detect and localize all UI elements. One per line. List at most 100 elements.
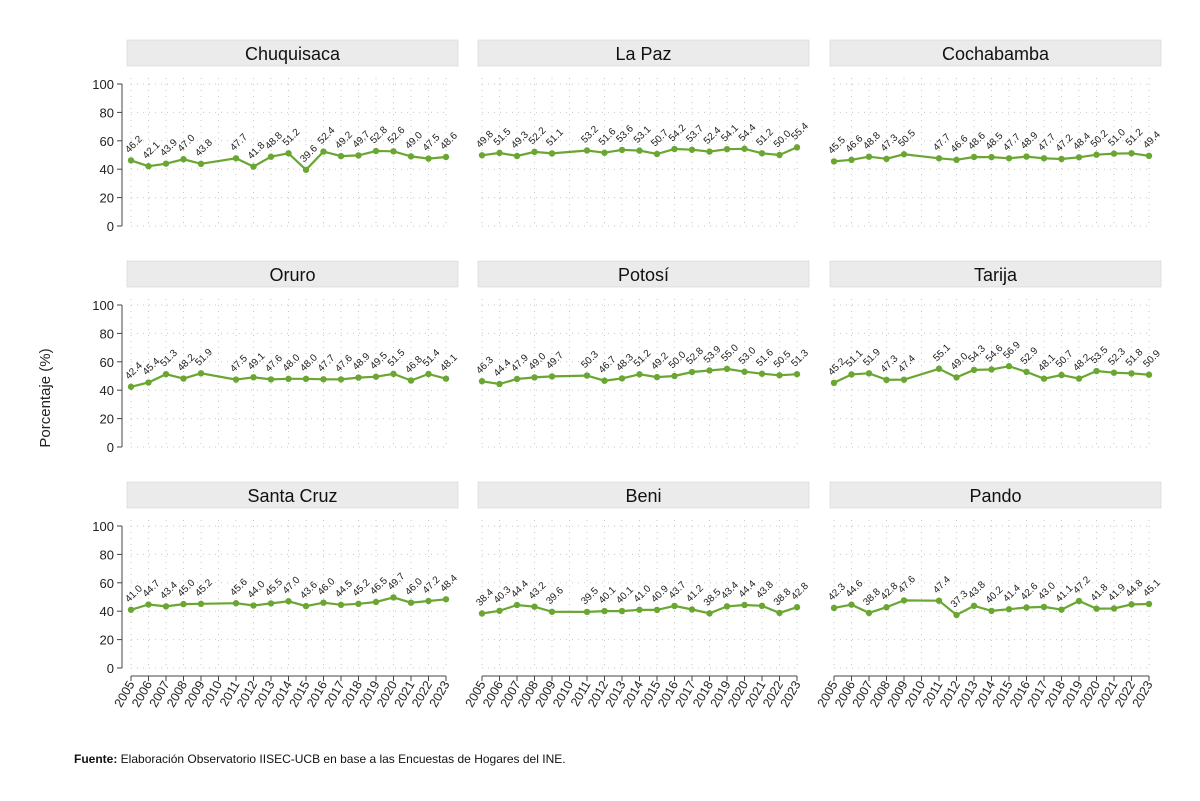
data-point xyxy=(337,376,345,383)
data-label: 51.8 xyxy=(1124,347,1146,369)
data-point xyxy=(127,157,135,164)
panel-header xyxy=(829,260,1162,288)
panel-header xyxy=(126,481,459,509)
data-point xyxy=(830,604,838,612)
panel-header xyxy=(829,481,1162,509)
data-point xyxy=(601,149,608,156)
data-point xyxy=(935,155,943,162)
data-point xyxy=(1005,606,1013,613)
data-point xyxy=(758,150,766,157)
data-point xyxy=(988,607,995,615)
panel-title: Cochabamba xyxy=(942,44,1050,64)
data-label: 47.3 xyxy=(879,353,901,375)
data-point xyxy=(1093,151,1100,158)
y-tick-label: 80 xyxy=(100,547,114,562)
data-point xyxy=(250,163,257,170)
data-point xyxy=(372,147,380,155)
data-point xyxy=(723,365,731,373)
data-label: 48.0 xyxy=(281,352,303,374)
data-point xyxy=(425,370,432,378)
data-label: 54.1 xyxy=(719,122,741,144)
data-point xyxy=(741,601,748,609)
data-point xyxy=(390,370,397,378)
data-label: 45.0 xyxy=(176,577,198,599)
data-point xyxy=(793,370,801,378)
y-tick-label: 60 xyxy=(100,576,114,591)
data-point xyxy=(355,600,362,608)
data-label: 39.6 xyxy=(298,143,320,165)
data-point xyxy=(425,155,432,162)
data-point xyxy=(232,600,240,607)
data-point xyxy=(478,378,486,385)
data-label: 49.7 xyxy=(544,350,566,372)
data-label: 55.4 xyxy=(789,121,811,143)
panel-beni: Beni200520062007200820092010201120122013… xyxy=(463,481,811,710)
data-point xyxy=(1110,369,1118,376)
data-label: 50.9 xyxy=(1141,348,1163,370)
panel-title: Pando xyxy=(969,486,1021,506)
data-point xyxy=(601,607,608,615)
data-label: 50.5 xyxy=(896,128,918,150)
data-point xyxy=(1093,605,1100,612)
data-point xyxy=(425,597,432,605)
data-label: 40.3 xyxy=(492,584,514,606)
y-axis-title: Porcentaje (%) xyxy=(37,348,54,447)
data-point xyxy=(197,160,205,168)
data-point xyxy=(706,367,713,374)
data-point xyxy=(180,600,187,608)
data-point xyxy=(145,163,152,170)
data-point xyxy=(848,156,855,164)
panel-title: Tarija xyxy=(974,265,1018,285)
data-point xyxy=(267,600,275,607)
panel-chuquisaca: Chuquisaca02040608010046.242.143.947.043… xyxy=(92,39,460,234)
data-label: 49.4 xyxy=(1141,129,1163,151)
data-label: 46.8 xyxy=(403,354,425,376)
data-point xyxy=(1128,150,1135,157)
data-point xyxy=(513,152,521,160)
data-point xyxy=(250,374,257,381)
y-tick-label: 0 xyxy=(107,219,114,234)
data-point xyxy=(407,599,415,606)
data-point xyxy=(970,366,978,374)
data-point xyxy=(548,608,556,615)
data-point xyxy=(1023,604,1030,611)
data-point xyxy=(1145,152,1153,160)
data-label: 42.6 xyxy=(1019,581,1041,603)
data-point xyxy=(883,155,890,163)
data-point xyxy=(162,160,170,167)
data-point xyxy=(197,370,205,377)
data-point xyxy=(250,602,257,609)
data-point xyxy=(865,370,873,377)
data-point xyxy=(1058,606,1065,613)
data-label: 38.5 xyxy=(702,587,724,609)
data-point xyxy=(741,145,748,152)
data-point xyxy=(1005,155,1013,162)
panel-title: Oruro xyxy=(269,265,315,285)
data-point xyxy=(935,365,943,372)
data-label: 53.0 xyxy=(737,345,759,367)
data-label: 53.5 xyxy=(1089,344,1111,366)
data-point xyxy=(442,375,450,382)
data-label: 51.6 xyxy=(754,347,776,369)
data-label: 44.4 xyxy=(737,578,759,600)
data-label: 44.7 xyxy=(141,578,163,600)
data-point xyxy=(1145,600,1153,608)
y-tick-label: 60 xyxy=(100,134,114,149)
data-point xyxy=(390,148,397,155)
panel-header xyxy=(829,39,1162,67)
data-label: 42.8 xyxy=(789,580,811,602)
data-label: 51.3 xyxy=(789,347,811,369)
data-point xyxy=(1110,605,1118,612)
data-label: 48.6 xyxy=(438,130,460,152)
data-label: 45.1 xyxy=(1141,577,1163,599)
data-point xyxy=(706,610,713,617)
data-point xyxy=(706,148,713,155)
data-point xyxy=(583,608,591,616)
data-point xyxy=(776,151,783,159)
data-label: 48.6 xyxy=(966,130,988,152)
data-point xyxy=(531,374,538,381)
data-label: 47.2 xyxy=(1071,574,1093,596)
data-point xyxy=(601,377,608,384)
